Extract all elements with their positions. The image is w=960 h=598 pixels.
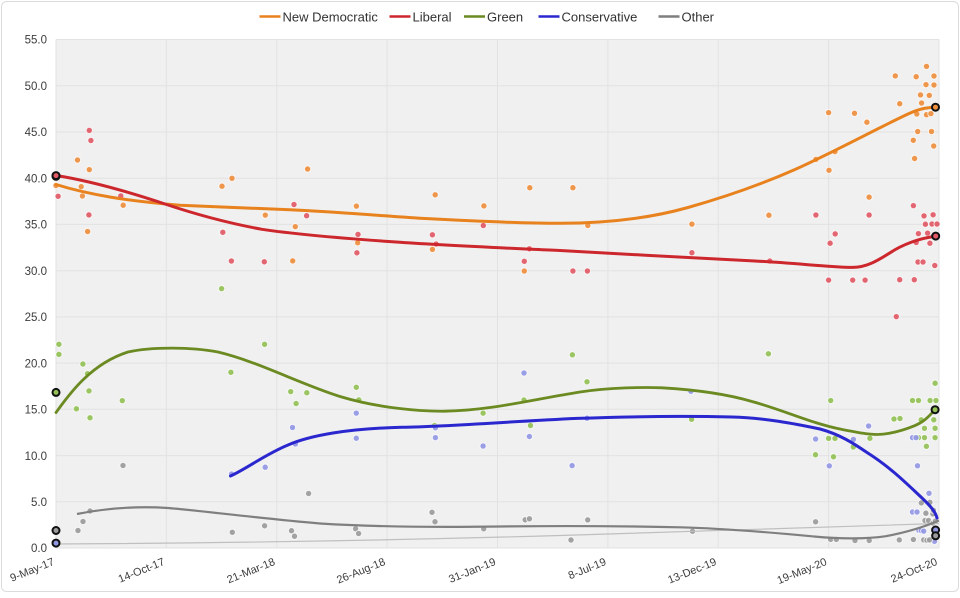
svg-text:35.0: 35.0 [25, 220, 47, 232]
svg-text:Conservative: Conservative [562, 9, 638, 24]
svg-text:30.0: 30.0 [25, 266, 47, 278]
svg-text:20.0: 20.0 [25, 358, 47, 370]
svg-text:40.0: 40.0 [25, 173, 47, 185]
svg-text:10.0: 10.0 [25, 451, 47, 463]
svg-text:25.0: 25.0 [25, 312, 47, 324]
svg-text:New Democratic: New Democratic [283, 9, 379, 24]
svg-text:Green: Green [487, 9, 523, 24]
svg-text:50.0: 50.0 [25, 81, 47, 93]
svg-text:55.0: 55.0 [25, 35, 47, 47]
svg-text:15.0: 15.0 [25, 405, 47, 417]
svg-text:Other: Other [682, 9, 715, 24]
svg-text:0.0: 0.0 [31, 543, 47, 555]
svg-text:Liberal: Liberal [413, 9, 452, 24]
svg-text:45.0: 45.0 [25, 127, 47, 139]
svg-text:5.0: 5.0 [31, 497, 47, 509]
